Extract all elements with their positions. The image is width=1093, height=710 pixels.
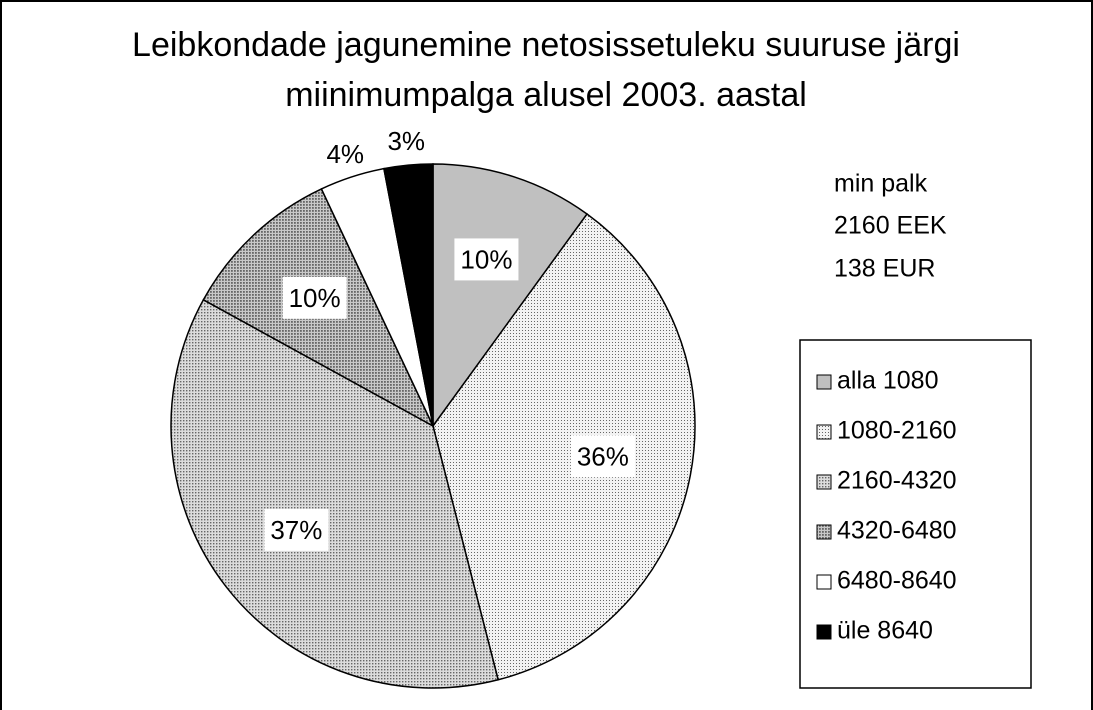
data-label-bg [264, 508, 329, 551]
data-label-bg [570, 435, 635, 478]
legend-box [799, 339, 1032, 689]
legend-swatch [816, 624, 832, 640]
data-label-bg [282, 276, 347, 319]
legend-label: 2160-4320 [837, 467, 957, 495]
data-label: 36% [577, 441, 629, 471]
legend-label: 4320-6480 [837, 517, 957, 545]
legend-label: 1080-2160 [837, 417, 957, 445]
pie-slice [432, 163, 589, 429]
legend-swatch [816, 424, 832, 440]
legend-swatch [816, 574, 832, 590]
legend-label: üle 8640 [837, 617, 933, 645]
legend-swatch [816, 524, 832, 540]
pie-slice [383, 163, 434, 427]
legend-swatch [816, 474, 832, 490]
annotation: min palk [834, 170, 928, 198]
data-label: 10% [460, 244, 512, 274]
legend-label: alla 1080 [837, 367, 938, 395]
legend-label: 6480-8640 [837, 567, 957, 595]
legend-swatch [816, 374, 832, 390]
annotation: 2160 EEK [834, 212, 947, 240]
data-label-bg [454, 238, 519, 281]
data-label: 4% [326, 139, 364, 169]
data-label: 3% [387, 126, 425, 156]
pie-slice [432, 212, 696, 681]
chart-title: Leibkondade jagunemine netosissetuleku s… [132, 26, 960, 64]
data-label: 37% [270, 515, 322, 545]
chart-title: miinimumpalga alusel 2003. aastal [285, 76, 807, 114]
annotation: 138 EUR [834, 255, 935, 283]
data-label: 10% [289, 283, 341, 313]
pie-slice [170, 298, 500, 689]
